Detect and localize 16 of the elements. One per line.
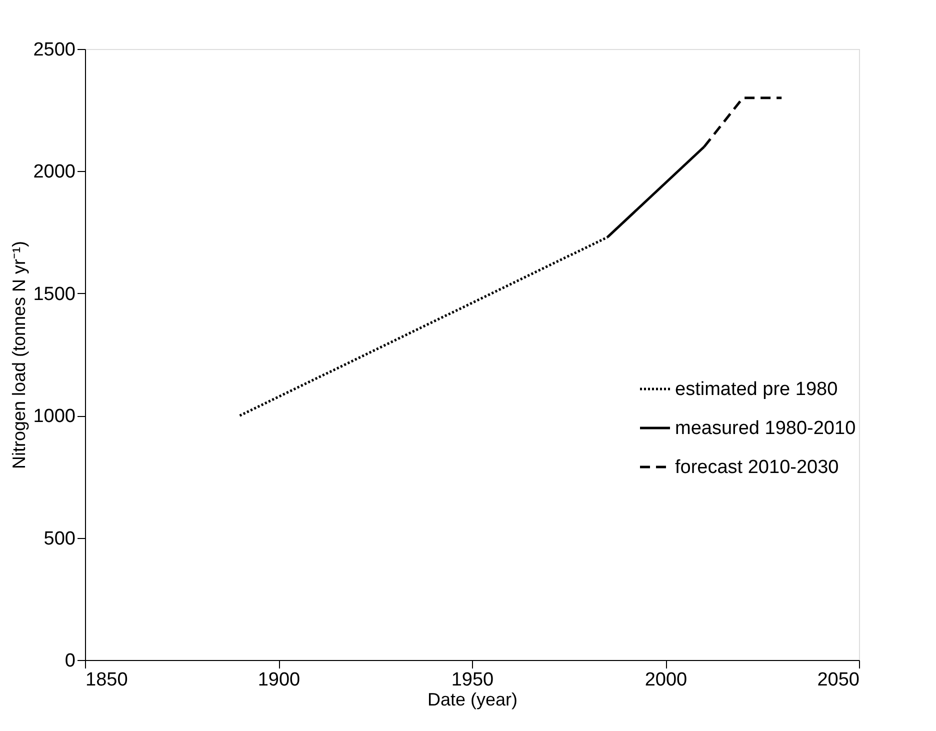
y-axis-title: Nitrogen load (tonnes N yr⁻¹): [9, 240, 30, 470]
y-tick-label: 0: [64, 650, 76, 672]
x-tick-label: 1900: [258, 670, 300, 690]
legend-label: measured 1980-2010: [675, 418, 856, 439]
x-tick-label: 2050: [817, 670, 860, 690]
y-tick-label: 2500: [33, 40, 76, 60]
x-tick-label: 1850: [86, 670, 128, 690]
legend-label: forecast 2010-2030: [675, 457, 839, 478]
y-tick-label: 500: [44, 528, 76, 550]
x-axis-title: Date (year): [427, 690, 518, 710]
x-tick-label: 2000: [644, 670, 688, 690]
y-tick-label: 2000: [33, 162, 76, 183]
y-tick-label: 1000: [33, 406, 76, 428]
y-tick-label: 1500: [33, 284, 76, 305]
x-tick-label: 1950: [451, 670, 494, 690]
legend-label: estimated pre 1980: [675, 379, 838, 400]
